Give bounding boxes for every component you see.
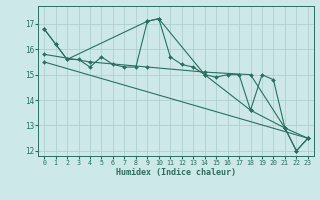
X-axis label: Humidex (Indice chaleur): Humidex (Indice chaleur)	[116, 168, 236, 177]
